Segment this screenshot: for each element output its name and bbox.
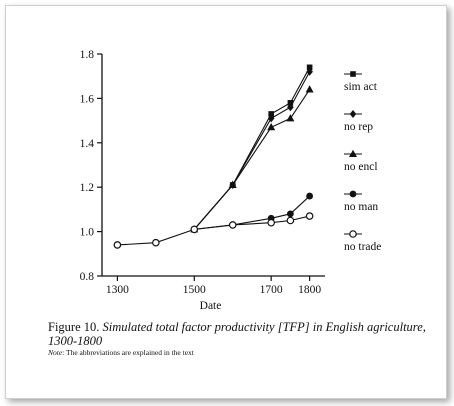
caption-text: Simulated total factor productivity [TFP… xyxy=(48,320,426,348)
series-line-no-trade xyxy=(117,215,310,246)
legend-marker-no-rep xyxy=(349,110,357,118)
x-tick-label: 1800 xyxy=(298,284,321,296)
y-tick-label: 1.2 xyxy=(80,182,95,194)
legend-marker-no-trade xyxy=(349,230,357,238)
y-tick-label: 1.6 xyxy=(80,93,95,105)
note-lead: Note xyxy=(48,348,63,357)
point-no-rep xyxy=(306,67,313,76)
x-tick-label: 1700 xyxy=(260,284,283,296)
point-no-man xyxy=(306,192,314,200)
point-no-encl xyxy=(228,180,237,188)
point-no-encl xyxy=(286,114,295,122)
point-no-trade xyxy=(113,241,122,249)
y-tick-label: 1.4 xyxy=(80,138,95,150)
point-no-rep xyxy=(267,114,275,123)
legend-label-no-man: no man xyxy=(344,201,378,213)
series-line-sim-act xyxy=(193,67,311,230)
legend-label-no-trade: no trade xyxy=(344,241,381,253)
point-no-trade xyxy=(152,238,160,247)
point-no-encl xyxy=(267,122,276,131)
legend-marker-no-man xyxy=(349,190,357,198)
y-tick-label: 1.8 xyxy=(80,49,95,61)
x-tick-label: 1500 xyxy=(183,284,206,296)
x-tick-label: 1300 xyxy=(106,284,129,296)
note-text: : The abbreviations are explained in the… xyxy=(62,348,194,357)
legend-label-sim-act: sim act xyxy=(344,81,378,93)
figure-note: Note: The abbreviations are explained in… xyxy=(48,348,428,357)
legend-label-no-encl: no encl xyxy=(344,161,378,173)
series-line-no-encl xyxy=(193,89,311,230)
point-no-trade xyxy=(305,212,314,220)
point-no-encl xyxy=(305,85,314,93)
legend-marker-sim-act xyxy=(350,71,356,77)
figure-frame xyxy=(5,5,447,399)
legend-marker-no-encl xyxy=(349,149,357,157)
caption-lead: Figure 10. xyxy=(48,320,100,334)
point-no-trade xyxy=(228,221,237,229)
point-sim-act xyxy=(268,111,274,117)
point-no-trade xyxy=(190,225,199,234)
legend-label-no-rep: no rep xyxy=(344,121,373,133)
point-no-rep xyxy=(287,103,294,112)
point-sim-act xyxy=(287,100,294,106)
figure-caption: Figure 10. Simulated total factor produc… xyxy=(48,320,428,348)
y-tick-label: 1.0 xyxy=(80,227,95,239)
point-sim-act xyxy=(306,64,313,71)
y-tick-label: 0.8 xyxy=(80,271,95,283)
point-no-man xyxy=(286,210,294,218)
point-no-trade xyxy=(286,216,295,225)
x-axis-label: Date xyxy=(200,300,222,312)
point-no-trade xyxy=(267,218,275,227)
